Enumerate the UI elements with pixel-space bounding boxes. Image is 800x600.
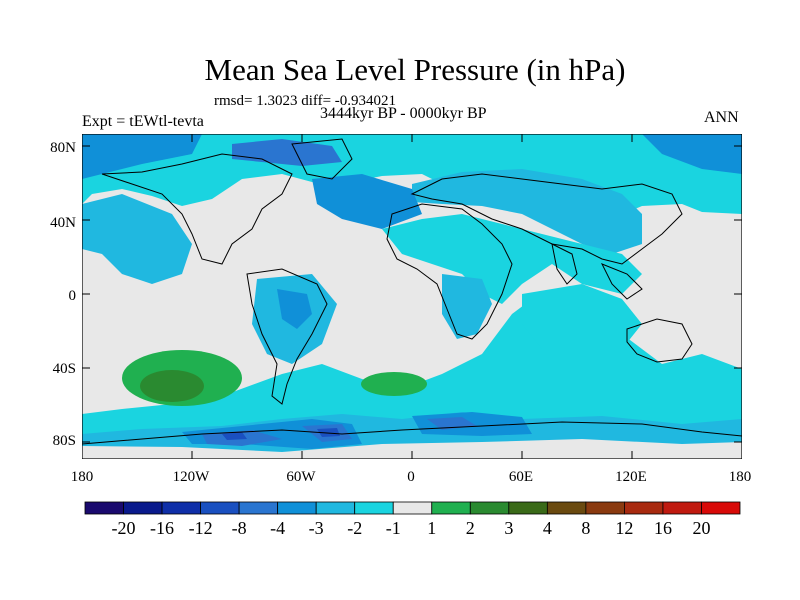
north-atlantic-blue bbox=[312, 174, 422, 229]
eurasia-blue-lobe bbox=[412, 169, 642, 254]
lon-label-180w: 180 bbox=[70, 469, 94, 485]
colorbar-label: -4 bbox=[270, 518, 286, 538]
colorbar-label: -8 bbox=[231, 518, 247, 538]
colorbar-label: -2 bbox=[347, 518, 363, 538]
north-pacific-cyan bbox=[82, 194, 192, 284]
colorbar-label: 20 bbox=[692, 518, 711, 538]
lat-label-0: 0 bbox=[68, 288, 77, 304]
lon-label-60e: 60E bbox=[508, 469, 534, 485]
colorbar-label: 16 bbox=[653, 518, 672, 538]
colorbar-label: -20 bbox=[111, 518, 136, 538]
colorbar-box bbox=[431, 501, 471, 515]
colorbar-label: -3 bbox=[308, 518, 324, 538]
colorbar-box bbox=[508, 501, 548, 515]
lat-label-80s: 80S bbox=[52, 433, 76, 449]
time-period: 3444kyr BP - 0000kyr BP bbox=[320, 105, 487, 122]
colorbar-box bbox=[701, 501, 741, 515]
southern-dark-blue bbox=[202, 417, 477, 446]
colorbar-box bbox=[161, 501, 201, 515]
lat-label-40n: 40N bbox=[50, 215, 76, 231]
lat-label-40s: 40S bbox=[52, 361, 76, 377]
indian-ocean-cyan bbox=[522, 284, 642, 354]
colorbar-label: 8 bbox=[581, 518, 591, 538]
lon-label-0: 0 bbox=[407, 469, 415, 485]
colorbar-box bbox=[662, 501, 702, 515]
antarctic-neutral bbox=[82, 439, 742, 459]
lat-label-80n: 80N bbox=[50, 140, 76, 156]
antarctic-darkest-blue bbox=[222, 428, 340, 440]
axis-ticks bbox=[82, 134, 742, 459]
experiment-label: Expt = tEWtl-tevta bbox=[82, 113, 204, 130]
africa-blue-patch bbox=[442, 274, 492, 339]
map-title: Mean Sea Level Pressure (in hPa) bbox=[204, 52, 626, 87]
lon-label-120e: 120E bbox=[615, 469, 647, 485]
colorbar-box bbox=[315, 501, 356, 515]
colorbar-box bbox=[84, 501, 124, 515]
colorbar-box bbox=[585, 501, 625, 515]
colorbar-box bbox=[354, 501, 394, 515]
lon-label-180e: 180 bbox=[728, 469, 752, 485]
colorbar-label: -1 bbox=[385, 518, 401, 538]
south-atlantic-green bbox=[361, 372, 427, 396]
colorbar-label: 4 bbox=[542, 518, 552, 538]
colorbar-box bbox=[624, 501, 664, 515]
colorbar-box bbox=[392, 501, 433, 515]
colorbar-boxes bbox=[84, 501, 741, 515]
colorbar-box bbox=[123, 501, 163, 515]
arctic-mid-blue-patch bbox=[82, 134, 742, 179]
colorbar-label: 3 bbox=[504, 518, 514, 538]
pressure-anomaly-map bbox=[82, 134, 742, 459]
lon-label-60w: 60W bbox=[286, 469, 316, 485]
season-label: ANN bbox=[704, 109, 739, 126]
colorbar-label: -16 bbox=[150, 518, 175, 538]
colorbar-box bbox=[238, 501, 279, 515]
colorbar-label: 2 bbox=[465, 518, 475, 538]
tropical-cyan-band bbox=[382, 214, 642, 304]
colorbar-box bbox=[200, 501, 240, 515]
colorbar-box bbox=[469, 501, 510, 515]
coastlines bbox=[82, 138, 742, 445]
lon-label-120w: 120W bbox=[172, 469, 210, 485]
south-america-mid-blue bbox=[277, 289, 312, 329]
colorbar-label: 1 bbox=[427, 518, 437, 538]
arctic-blue-patch bbox=[232, 139, 342, 166]
rmsd-diff-stats: rmsd= 1.3023 diff= -0.934021 bbox=[214, 93, 397, 109]
south-pacific-dark-green bbox=[140, 370, 204, 402]
colorbar-box bbox=[277, 501, 317, 515]
colorbar-label: 12 bbox=[615, 518, 634, 538]
colorbar-box bbox=[546, 501, 587, 515]
colorbar-label: -12 bbox=[188, 518, 213, 538]
